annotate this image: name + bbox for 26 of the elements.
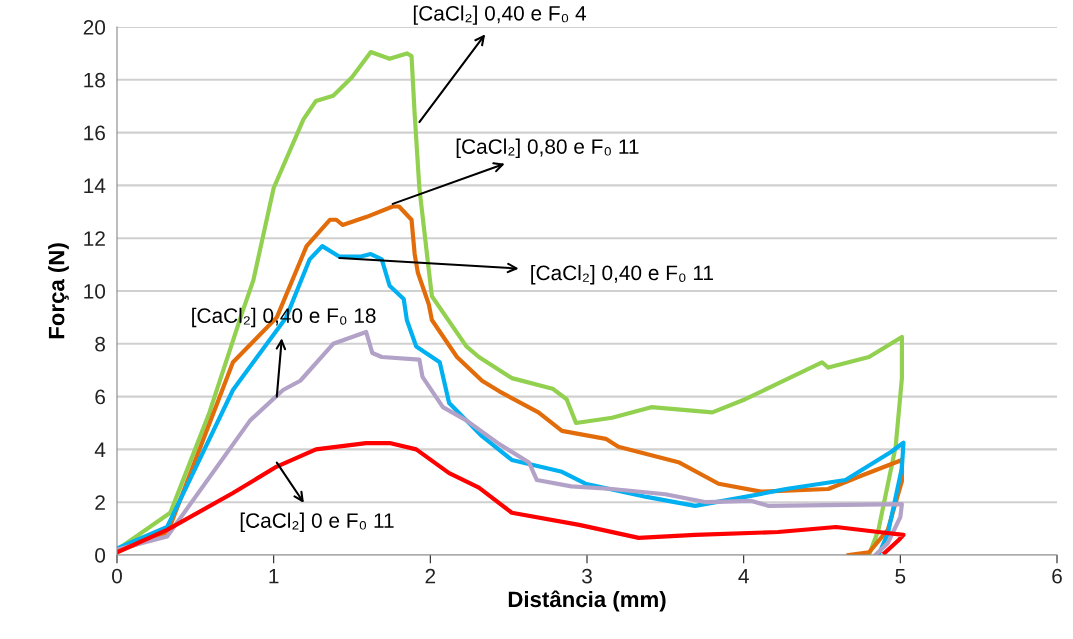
x-tick-label: 3 <box>582 568 592 584</box>
y-tick-label: 18 <box>84 72 105 88</box>
line-series <box>117 440 906 555</box>
y-tick-label: 16 <box>84 125 105 141</box>
x-tick-label: 1 <box>269 568 279 584</box>
x-axis-title: Distância (mm) <box>508 590 666 612</box>
x-tick-label: 6 <box>1052 568 1062 584</box>
y-tick-label: 10 <box>84 284 106 299</box>
x-tick-label: 5 <box>895 568 906 584</box>
annotation: [CaCl₂] 0 e F₀ 11 <box>240 512 394 533</box>
y-tick-label: 8 <box>95 336 105 352</box>
annotation: [CaCl₂] 0,40 e F₀ 4 <box>413 5 587 25</box>
x-tick-label: 4 <box>738 568 749 584</box>
annotation: [CaCl₂] 0,40 e F₀ 11 <box>531 264 713 285</box>
x-tick-label: 0 <box>112 568 122 584</box>
y-tick-label: 2 <box>95 495 105 510</box>
y-tick-label: 6 <box>95 389 105 405</box>
x-tick-label: 2 <box>425 568 436 584</box>
y-tick-label: 20 <box>83 20 106 35</box>
annotation: [CaCl₂] 0,80 e F₀ 11 <box>456 138 639 159</box>
line-series <box>117 329 904 555</box>
y-axis-title: Força (N) <box>48 243 69 339</box>
y-tick-label: 12 <box>84 231 105 246</box>
y-tick-label: 14 <box>84 178 106 193</box>
y-tick-label: 4 <box>94 442 106 457</box>
y-tick-label: 0 <box>95 548 106 563</box>
